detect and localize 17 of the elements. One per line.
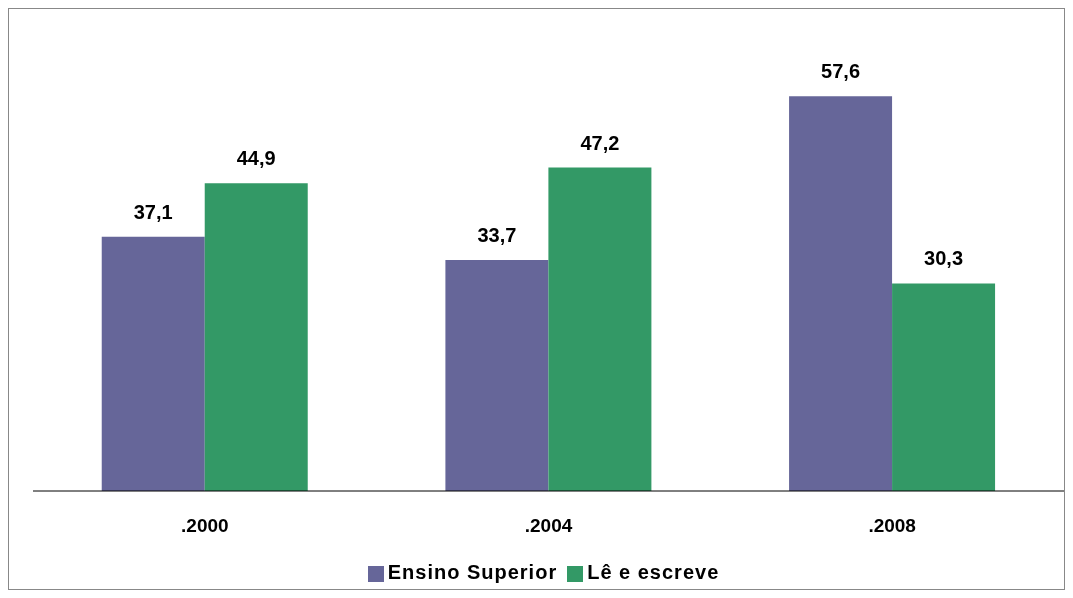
data-label: 44,9 — [236, 147, 276, 170]
data-label: 33,7 — [477, 224, 517, 247]
legend-label: Ensino Superior — [387, 561, 558, 583]
x-tick-label: .2008 — [868, 515, 916, 537]
bar — [445, 260, 549, 491]
x-tick-label: .2004 — [524, 515, 573, 537]
data-label: 37,1 — [133, 200, 173, 223]
bar — [101, 236, 205, 491]
bar — [892, 283, 996, 491]
bar — [204, 183, 308, 491]
bar — [789, 96, 893, 491]
data-label: 30,3 — [924, 247, 964, 270]
bar — [548, 167, 652, 491]
x-tick-label: .2000 — [181, 515, 229, 537]
data-label: 47,2 — [580, 131, 620, 154]
legend-label: Lê e escreve — [587, 561, 720, 583]
data-label: 57,6 — [821, 60, 861, 83]
